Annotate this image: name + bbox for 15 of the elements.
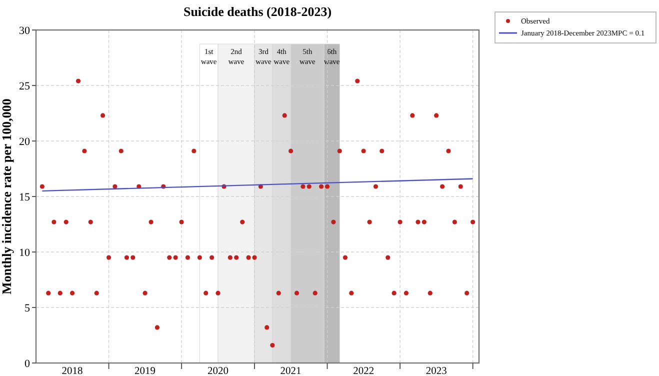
y-tick-label: 0 — [24, 358, 30, 370]
y-tick-label: 10 — [19, 246, 30, 259]
x-tick-label: 2022 — [353, 366, 374, 376]
x-tick-label: 2023 — [426, 366, 447, 376]
y-tick-label: 5 — [24, 302, 30, 314]
x-tick-label: 2018 — [62, 366, 83, 376]
y-tick-label: 15 — [19, 191, 30, 204]
x-tick-label: 2019 — [134, 366, 156, 376]
chart-title: Suicide deaths (2018-2023) — [183, 4, 332, 19]
x-tick-label: 2020 — [208, 366, 229, 376]
y-tick-label: 20 — [19, 136, 30, 148]
y-tick-label: 25 — [19, 80, 30, 92]
y-tick-label: 30 — [19, 24, 30, 37]
x-tick-label: 2021 — [280, 366, 302, 376]
y-axis-title: Monthly incidence rate per 100,000 — [0, 98, 14, 294]
